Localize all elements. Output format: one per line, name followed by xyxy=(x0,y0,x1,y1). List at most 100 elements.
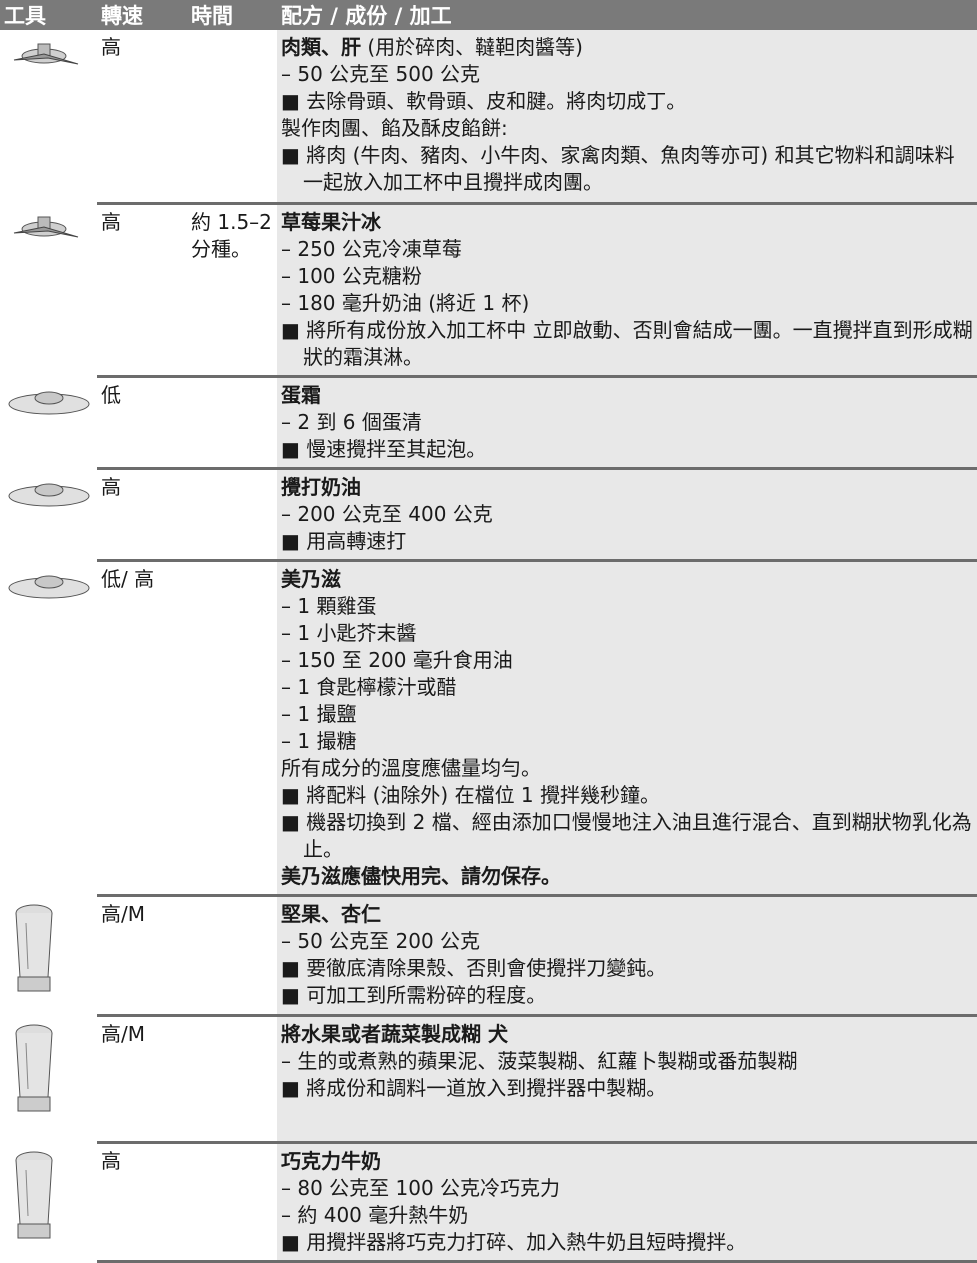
recipe-line: ■ 將肉 (牛肉、豬肉、小牛肉、家禽肉類、魚肉等亦可) 和其它物料和調味料一起放… xyxy=(281,143,955,194)
recipe-line: ■ 將所有成份放入加工杯中 立即啟動、否則會結成一團。一直攪拌直到形成糊狀的霜淇… xyxy=(281,317,973,369)
table-row: 高/M 堅果、杏仁 – 50 公克至 200 公克 ■ 要徹底清除果殼、否則會使攪拌刀… xyxy=(0,895,977,1017)
tool-cell xyxy=(0,895,97,1015)
recipe-title: 肉類、肝 (用於碎肉、韃靼肉醬等) xyxy=(281,34,973,61)
recipe-line: 所有成分的溫度應儘量均勻。 xyxy=(281,755,541,780)
blade-icon xyxy=(13,43,79,65)
time-cell xyxy=(187,30,277,205)
time-cell xyxy=(187,1142,277,1263)
recipe-line: – 80 公克至 100 公克冷巧克力 xyxy=(281,1175,561,1200)
time-cell xyxy=(187,560,277,897)
recipe-line: ■ 可加工到所需粉碎的程度。 xyxy=(281,982,547,1007)
recipe-line: ■ 慢速攪拌至其起泡。 xyxy=(281,436,487,461)
recipe-title: 將水果或者蔬菜製成糊 犬 xyxy=(281,1021,973,1048)
speed-cell: 高 xyxy=(97,1142,187,1263)
recipe-title-bold: 美乃滋 xyxy=(281,566,341,591)
cup-icon xyxy=(15,1151,53,1239)
recipe-line: 製作肉團、餡及酥皮餡餅: xyxy=(281,116,508,140)
tool-cell xyxy=(0,1142,97,1261)
recipe-cell: 美乃滋 – 1 顆雞蛋 – 1 小匙芥末醬 – 150 至 200 毫升食用油 – 1 … xyxy=(277,560,977,897)
table-row: 低蛋霜 – 2 到 6 個蛋清 ■ 慢速攪拌至其起泡。 xyxy=(0,376,977,470)
table-row: 高/M 將水果或者蔬菜製成糊 犬 – 生的或煮熟的蘋果泥、菠菜製糊、紅蘿卜製糊或番茄… xyxy=(0,1015,977,1144)
recipe-line: – 1 撮糖 xyxy=(281,728,357,753)
recipe-line: ■ 去除骨頭、軟骨頭、皮和腱。將肉切成丁。 xyxy=(281,89,687,113)
speed-cell: 低/ 高 xyxy=(97,560,187,897)
recipe-title: 攪打奶油 xyxy=(281,474,973,501)
recipe-line: ■ 將配料 (油除外) 在檔位 1 攪拌幾秒鐘。 xyxy=(281,782,661,807)
tool-cell xyxy=(0,203,97,376)
recipe-title-bold: 堅果、杏仁 xyxy=(281,901,381,926)
header-cell: 配方 / 成份 / 加工 xyxy=(277,0,977,30)
recipe-title-bold: 蛋霜 xyxy=(281,382,321,407)
recipe-cell: 肉類、肝 (用於碎肉、韃靼肉醬等) – 50 公克至 500 公克 ■ 去除骨頭、軟… xyxy=(277,30,977,205)
speed-cell: 低 xyxy=(97,376,187,470)
speed-cell: 高 xyxy=(97,203,187,378)
recipe-line: – 100 公克糖粉 xyxy=(281,263,422,288)
disc-icon xyxy=(8,575,90,599)
disc-icon xyxy=(8,391,90,415)
recipe-line: ■ 機器切換到 2 檔、經由添加口慢慢地注入油且進行混合、直到糊狀物乳化為止。 xyxy=(281,809,972,861)
blade-icon xyxy=(13,216,79,238)
recipe-line: – 180 毫升奶油 (將近 1 杯) xyxy=(281,290,530,315)
recipe-cell: 蛋霜 – 2 到 6 個蛋清 ■ 慢速攪拌至其起泡。 xyxy=(277,376,977,470)
time-cell xyxy=(187,376,277,470)
header-cell: 轉速 xyxy=(97,0,187,30)
recipe-line: – 生的或煮熟的蘋果泥、菠菜製糊、紅蘿卜製糊或番茄製糊 xyxy=(281,1048,798,1073)
recipe-line: – 1 小匙芥末醬 xyxy=(281,620,417,645)
disc-icon xyxy=(8,483,90,507)
table-row: 高攪打奶油 – 200 公克至 400 公克 ■ 用高轉速打 xyxy=(0,468,977,562)
recipe-line: – 200 公克至 400 公克 xyxy=(281,501,493,526)
recipe-title-bold: 草莓果汁冰 xyxy=(281,209,381,234)
tool-cell xyxy=(0,468,97,560)
recipe-line: – 50 公克至 500 公克 xyxy=(281,62,481,86)
recipe-title-bold: 巧克力牛奶 xyxy=(281,1148,381,1173)
recipe-line: – 1 撮鹽 xyxy=(281,701,357,726)
table-row: 低/ 高美乃滋 – 1 顆雞蛋 – 1 小匙芥末醬 – 150 至 200 毫升食用油… xyxy=(0,560,977,897)
tool-cell xyxy=(0,560,97,895)
recipe-line: – 約 400 毫升熱牛奶 xyxy=(281,1202,469,1227)
time-cell xyxy=(187,895,277,1017)
recipe-title: 美乃滋 xyxy=(281,566,973,593)
table-row: 高巧克力牛奶 – 80 公克至 100 公克冷巧克力 – 約 400 毫升熱牛奶 ■ … xyxy=(0,1142,977,1263)
recipe-title-note: (用於碎肉、韃靼肉醬等) xyxy=(361,35,583,59)
recipe-title-bold: 攪打奶油 xyxy=(281,474,361,499)
time-cell xyxy=(187,1015,277,1144)
tool-cell xyxy=(0,30,97,203)
cup-icon xyxy=(15,904,53,992)
header-row: 工具 轉速 時間 配方 / 成份 / 加工 xyxy=(0,0,977,30)
tool-cell xyxy=(0,376,97,468)
header-cell: 時間 xyxy=(187,0,277,30)
cup-icon xyxy=(15,1024,53,1112)
recipe-line: – 250 公克冷凍草莓 xyxy=(281,236,462,261)
recipe-cell: 巧克力牛奶 – 80 公克至 100 公克冷巧克力 – 約 400 毫升熱牛奶 ■ 用… xyxy=(277,1142,977,1263)
recipe-line: – 1 顆雞蛋 xyxy=(281,593,377,618)
recipe-title: 巧克力牛奶 xyxy=(281,1148,973,1175)
table-row: 高約 1.5–2 分種。 草莓果汁冰 – 250 公克冷凍草莓 – 100 公克糖粉 –… xyxy=(0,203,977,378)
speed-cell: 高 xyxy=(97,468,187,562)
table-row: 高肉類、肝 (用於碎肉、韃靼肉醬等) – 50 公克至 500 公克 ■ 去除骨頭、… xyxy=(0,30,977,205)
time-cell xyxy=(187,468,277,562)
recipe-line: ■ 用攪拌器將巧克力打碎、加入熱牛奶且短時攪拌。 xyxy=(281,1229,747,1254)
speed-cell: 高 xyxy=(97,30,187,205)
header-cell: 工具 xyxy=(0,0,97,30)
speed-cell: 高/M xyxy=(97,1015,187,1144)
recipe-cell: 攪打奶油 – 200 公克至 400 公克 ■ 用高轉速打 xyxy=(277,468,977,562)
recipe-title: 草莓果汁冰 xyxy=(281,209,973,236)
recipe-line: – 150 至 200 毫升食用油 xyxy=(281,647,513,672)
recipe-cell: 將水果或者蔬菜製成糊 犬 – 生的或煮熟的蘋果泥、菠菜製糊、紅蘿卜製糊或番茄製糊 ■… xyxy=(277,1015,977,1144)
recipe-line: – 2 到 6 個蛋清 xyxy=(281,409,422,434)
recipe-cell: 草莓果汁冰 – 250 公克冷凍草莓 – 100 公克糖粉 – 180 毫升奶油 (將… xyxy=(277,203,977,378)
recipe-line: ■ 要徹底清除果殼、否則會使攪拌刀變鈍。 xyxy=(281,955,667,980)
time-cell: 約 1.5–2 分種。 xyxy=(187,203,277,378)
recipe-title-bold: 肉類、肝 xyxy=(281,35,361,59)
recipe-title: 蛋霜 xyxy=(281,382,973,409)
speed-cell: 高/M xyxy=(97,895,187,1017)
recipe-line: – 1 食匙檸檬汁或醋 xyxy=(281,674,457,699)
tool-cell xyxy=(0,1015,97,1142)
recipe-title-bold: 將水果或者蔬菜製成糊 犬 xyxy=(281,1021,508,1046)
recipe-cell: 堅果、杏仁 – 50 公克至 200 公克 ■ 要徹底清除果殼、否則會使攪拌刀變鈍。… xyxy=(277,895,977,1017)
recipe-note: 美乃滋應儘快用完、請勿保存。 xyxy=(281,863,561,888)
recipe-line: ■ 用高轉速打 xyxy=(281,528,407,553)
recipe-title: 堅果、杏仁 xyxy=(281,901,973,928)
